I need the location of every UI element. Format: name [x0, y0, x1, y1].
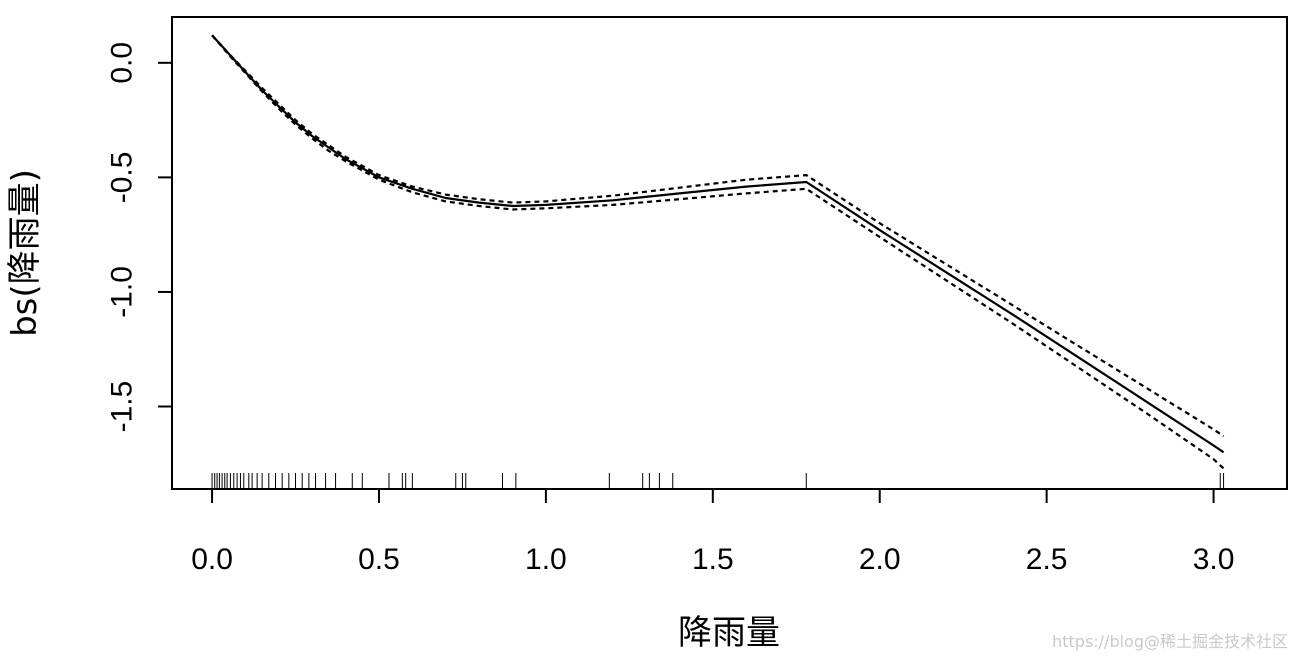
x-axis-title: 降雨量: [678, 613, 780, 653]
x-tick-label: 0.0: [191, 543, 233, 576]
x-tick-label: 1.0: [525, 543, 567, 576]
x-axis: 0.0 0.5 1.0 1.5 2.0 2.5 3.0: [191, 488, 1235, 576]
y-axis-title: bs(降雨量): [5, 169, 45, 337]
x-tick-label: 3.0: [1193, 543, 1235, 576]
y-tick-label: -1.0: [106, 266, 139, 318]
x-tick-label: 2.0: [859, 543, 901, 576]
y-tick-label: -0.5: [106, 152, 139, 204]
watermark-text: https://blog@稀土掘金技术社区: [1052, 632, 1288, 651]
y-tick-label: -1.5: [106, 381, 139, 433]
x-tick-label: 2.5: [1026, 543, 1068, 576]
rug-marks: [211, 473, 1225, 489]
fit-line: [211, 34, 1225, 454]
y-tick-label: 0.0: [106, 42, 139, 84]
x-tick-label: 0.5: [358, 543, 400, 576]
confidence-band-line: [211, 34, 1225, 438]
x-tick-label: 1.5: [692, 543, 734, 576]
confidence-band-line: [211, 34, 1225, 470]
y-axis: 0.0 -0.5 -1.0 -1.5: [106, 42, 173, 432]
plot-frame: [171, 16, 1288, 490]
series-lines: [211, 34, 1225, 470]
